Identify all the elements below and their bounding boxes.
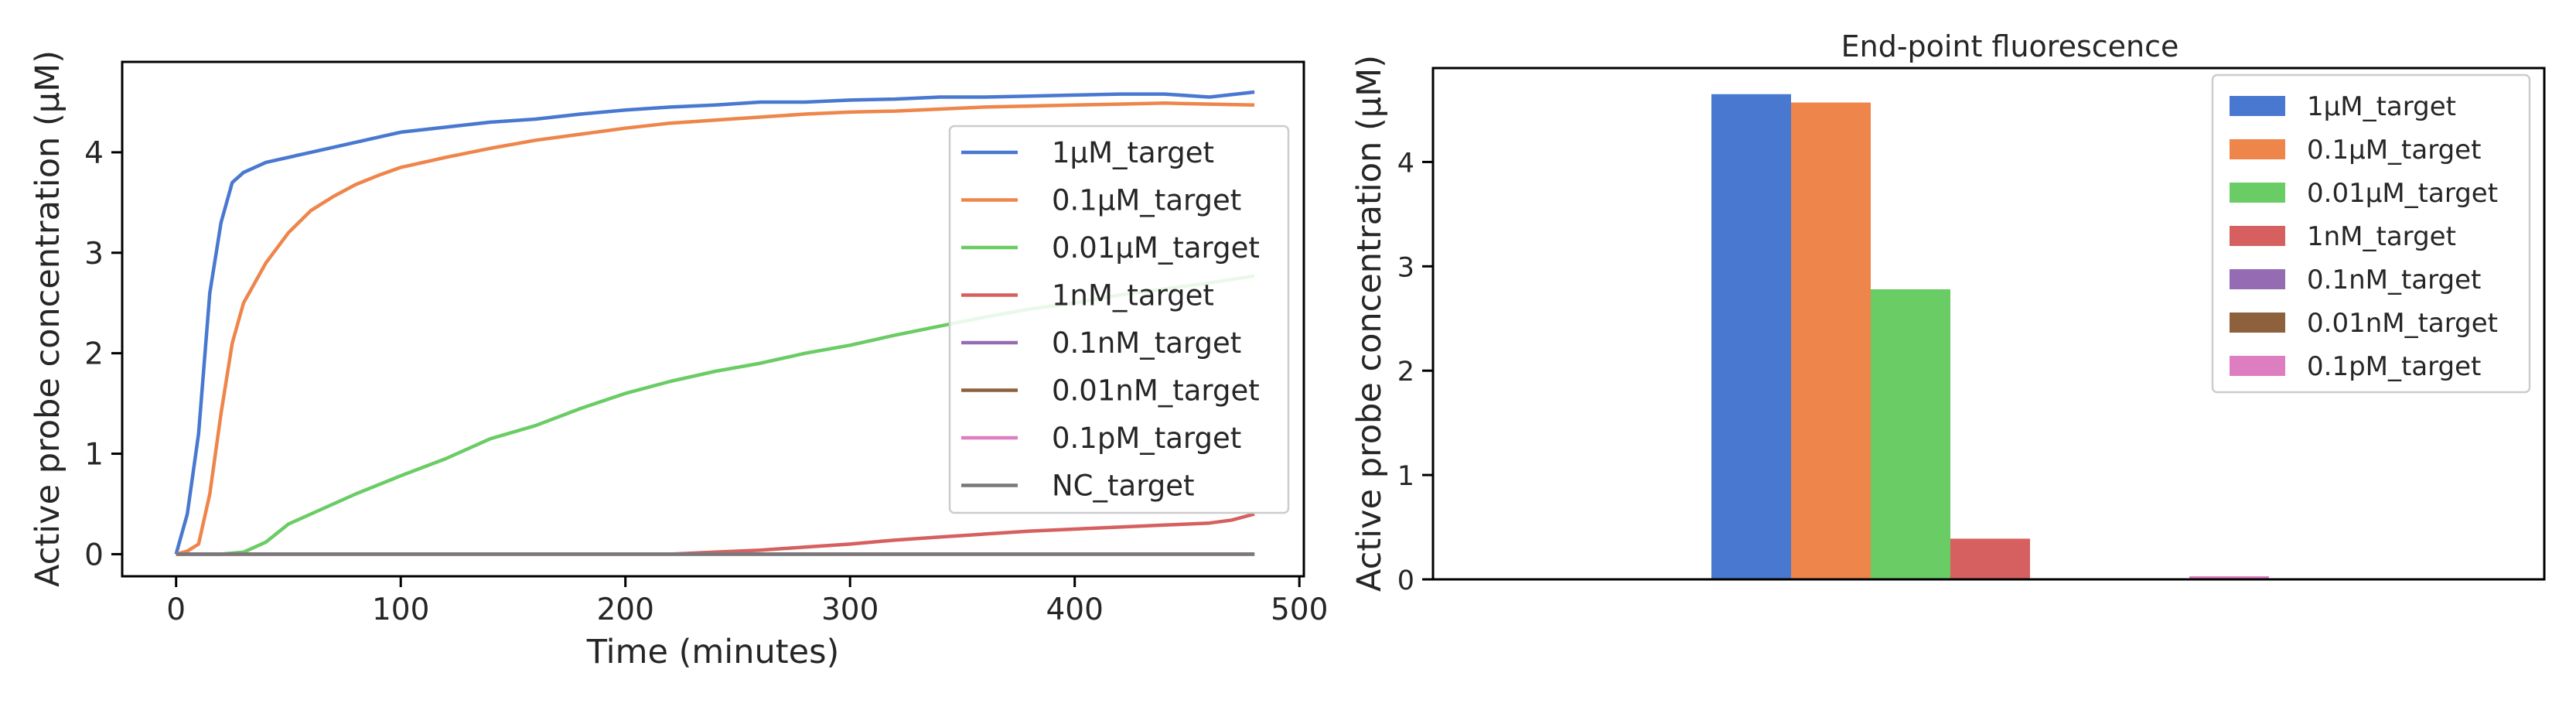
legend-label: 0.01μM_target bbox=[2307, 178, 2498, 209]
legend-label: 0.1μM_target bbox=[1052, 184, 1241, 217]
legend-label: 1nM_target bbox=[2307, 221, 2456, 252]
legend-box bbox=[948, 125, 1290, 514]
legend-label: 1μM_target bbox=[2307, 91, 2456, 122]
x-tick-label: 100 bbox=[372, 593, 429, 627]
legend-label: 0.1pM_target bbox=[2307, 351, 2481, 382]
bar-6 bbox=[2189, 576, 2269, 579]
legend-label: 1nM_target bbox=[1052, 279, 1214, 313]
legend-label: 0.01nM_target bbox=[1052, 374, 1260, 408]
legend-label: 0.01nM_target bbox=[2307, 308, 2498, 339]
legend-swatch bbox=[2230, 139, 2285, 159]
y-axis-ticks: 0 1 2 3 4 bbox=[1397, 148, 1433, 596]
bar-0 bbox=[1711, 94, 1791, 579]
legend-swatch bbox=[2230, 96, 2285, 116]
x-tick-label: 0 bbox=[166, 593, 186, 627]
y-tick-label: 0 bbox=[84, 538, 104, 572]
end-point-bar-chart: End-point fluorescence 0 1 2 3 4 Active prob… bbox=[1350, 29, 2546, 596]
y-axis-ticks: 0 1 2 3 4 bbox=[84, 136, 122, 572]
legend-swatch bbox=[2230, 356, 2285, 376]
y-tick-label: 0 bbox=[1397, 565, 1414, 596]
legend-swatch bbox=[2230, 226, 2285, 246]
x-tick-label: 400 bbox=[1046, 593, 1103, 627]
x-tick-label: 300 bbox=[821, 593, 879, 627]
x-axis-label: Time (minutes) bbox=[586, 633, 840, 671]
y-tick-label: 4 bbox=[84, 136, 104, 171]
legend-swatch bbox=[2230, 269, 2285, 289]
plot-frame bbox=[1431, 67, 2546, 581]
y-tick-label: 3 bbox=[1397, 252, 1414, 283]
series-line-0 bbox=[174, 90, 1255, 555]
series-line-1 bbox=[176, 101, 1255, 556]
y-tick-label: 1 bbox=[84, 438, 104, 473]
legend: 1μM_target 0.1μM_target 0.01μM_target 1nM_t… bbox=[948, 125, 1290, 514]
legend-swatch bbox=[2230, 183, 2285, 203]
legend-label: 1μM_target bbox=[1052, 136, 1214, 169]
y-axis-label: Active probe concentration (μM) bbox=[1350, 55, 1389, 592]
y-tick-label: 2 bbox=[1397, 357, 1414, 388]
bars bbox=[1711, 94, 2269, 579]
bar-1 bbox=[1791, 102, 1871, 579]
legend-label: 0.1pM_target bbox=[1052, 422, 1241, 455]
bar-3 bbox=[1950, 538, 2030, 579]
series-line-3 bbox=[176, 512, 1255, 556]
time-course-chart: 0 100 200 300 400 500 0 1 2 3 4 Time (minutes) Ac… bbox=[29, 50, 1328, 671]
y-tick-label: 2 bbox=[84, 337, 104, 372]
y-tick-label: 4 bbox=[1397, 148, 1414, 179]
legend-box bbox=[2211, 73, 2531, 394]
legend-label: NC_target bbox=[1052, 470, 1195, 503]
y-tick-label: 3 bbox=[84, 237, 104, 272]
bar-2 bbox=[1871, 289, 1950, 579]
legend-label: 0.1μM_target bbox=[2307, 135, 2481, 166]
y-tick-label: 1 bbox=[1397, 461, 1414, 492]
series-lines bbox=[174, 90, 1255, 556]
legend-label: 0.1nM_target bbox=[2307, 265, 2481, 295]
legend-label: 0.1nM_target bbox=[1052, 326, 1241, 360]
x-tick-label: 500 bbox=[1271, 593, 1328, 627]
legend-label: 0.01μM_target bbox=[1052, 231, 1260, 265]
legend: 1μM_target 0.1μM_target 0.01μM_target 1nM_t… bbox=[2211, 73, 2531, 394]
y-axis-label: Active probe concentration (μM) bbox=[29, 50, 67, 587]
plot-frame bbox=[121, 60, 1305, 578]
x-axis-ticks: 0 100 200 300 400 500 bbox=[166, 576, 1328, 627]
chart-title: End-point fluorescence bbox=[1841, 29, 2179, 63]
x-tick-label: 200 bbox=[596, 593, 653, 627]
legend-swatch bbox=[2230, 313, 2285, 333]
